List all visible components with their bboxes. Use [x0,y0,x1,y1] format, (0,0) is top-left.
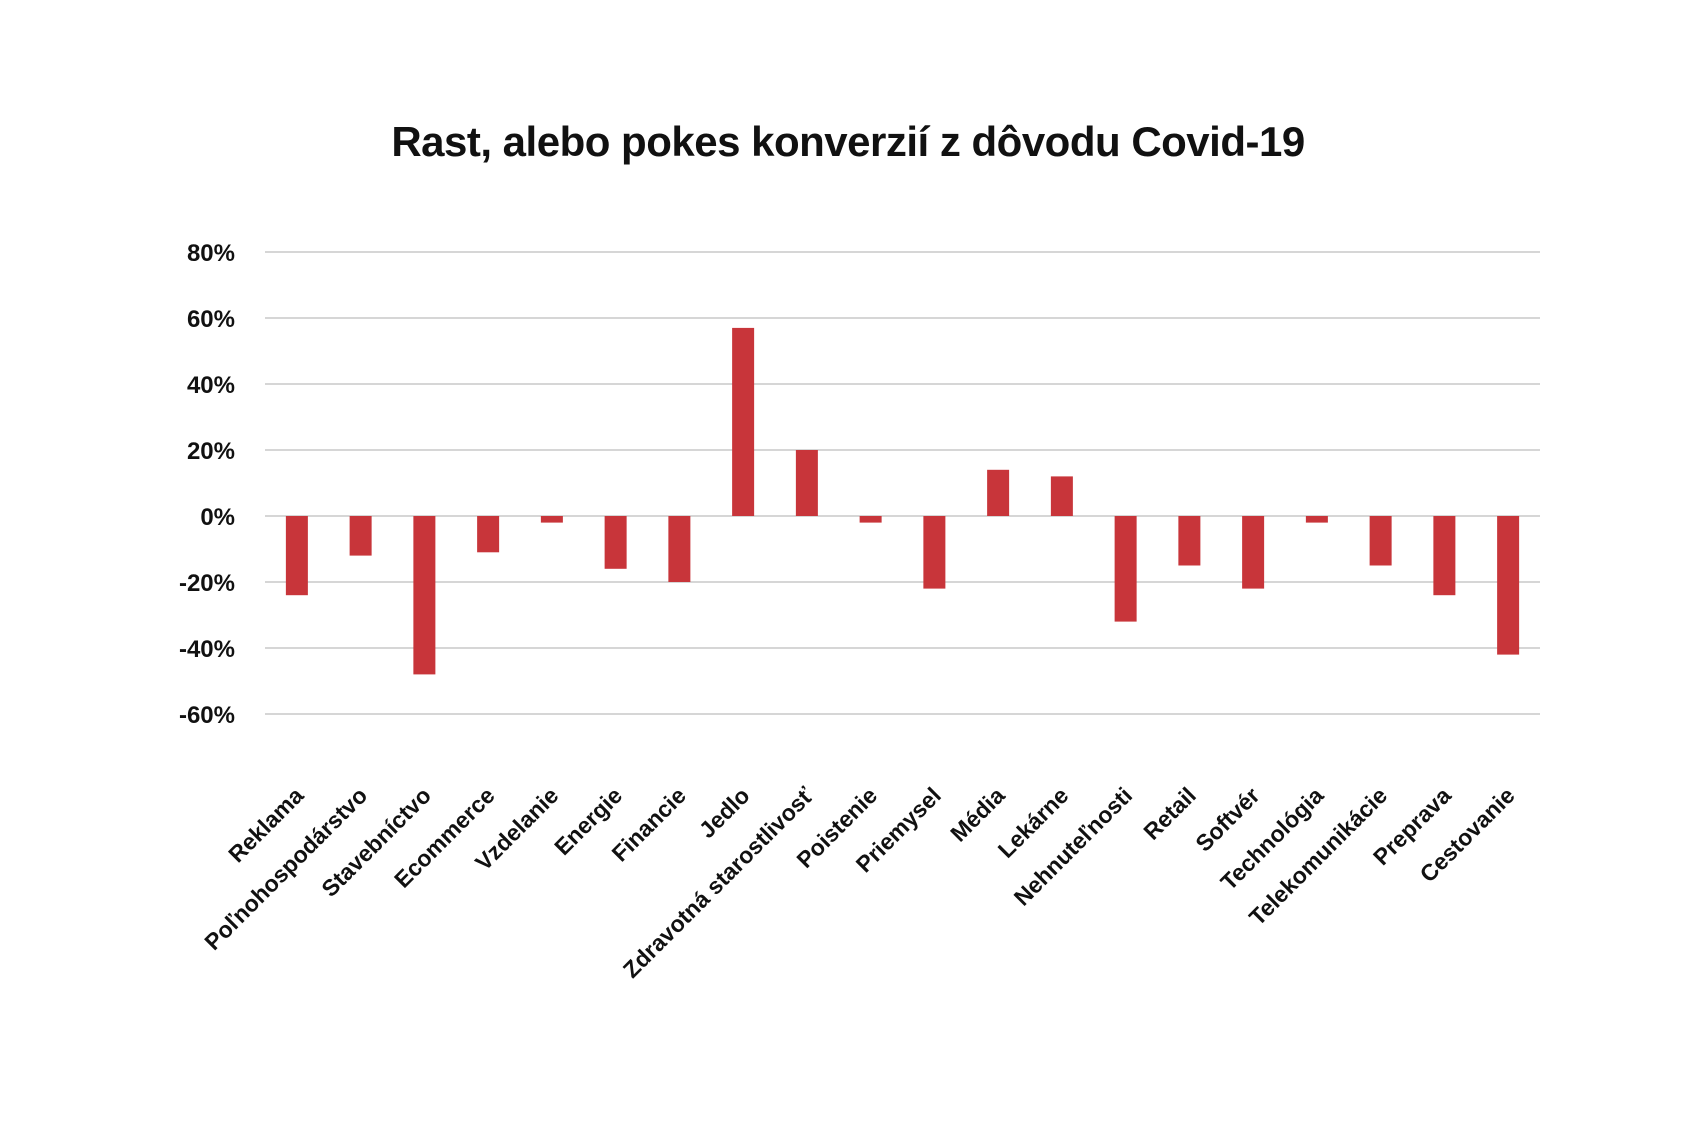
x-category-label: Stavebníctvo [316,782,436,902]
y-tick-label: 40% [187,372,235,399]
bar-9 [859,516,882,523]
y-tick-label: 80% [187,240,235,267]
bar-3 [477,516,500,553]
bar-12 [1050,476,1073,516]
bar-0 [285,516,308,596]
bar-16 [1305,516,1328,523]
bars [285,327,1520,675]
bar-5 [604,516,627,569]
bar-2 [413,516,436,675]
bar-18 [1433,516,1456,596]
bar-6 [668,516,691,582]
bar-11 [987,469,1010,516]
bar-10 [923,516,946,589]
y-tick-label: 60% [187,306,235,333]
y-axis-ticks: 80% 60% 40% 20% 0% -20% -40% -60% [179,240,235,729]
chart-title: Rast, alebo pokes konverzií z dôvodu Cov… [391,118,1305,165]
bar-15 [1242,516,1265,589]
y-tick-label: -40% [179,636,235,663]
x-category-label: Jedlo [694,782,755,843]
x-axis-labels: ReklamaPoľnohospodárstvoStavebníctvoEcom… [199,781,1519,982]
y-tick-label: 0% [200,504,235,531]
y-tick-label: 20% [187,438,235,465]
bar-13 [1114,516,1137,622]
bar-14 [1178,516,1201,566]
bar-7 [732,327,755,516]
y-tick-label: -60% [179,702,235,729]
bar-4 [540,516,563,523]
x-category-label: Retail [1138,782,1201,845]
bar-8 [795,450,818,516]
bar-19 [1497,516,1520,655]
gridlines [265,251,1540,715]
y-tick-label: -20% [179,570,235,597]
x-category-label: Nehnuteľnosti [1009,782,1138,911]
bar-1 [349,516,372,556]
bar-17 [1369,516,1392,566]
